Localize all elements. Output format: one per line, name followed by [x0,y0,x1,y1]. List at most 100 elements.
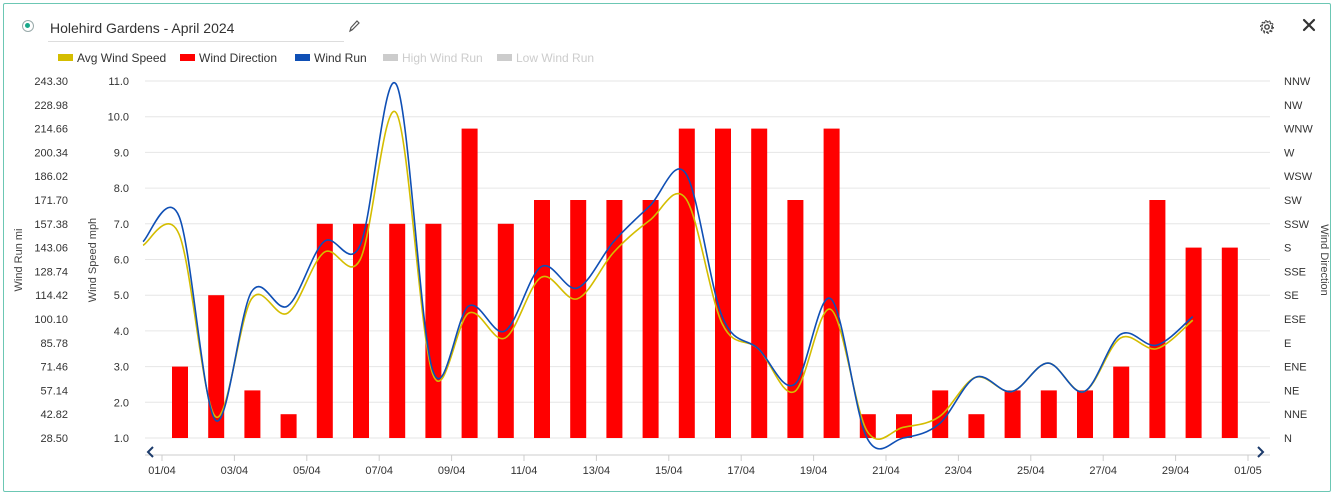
status-dot-icon[interactable] [22,20,34,32]
wind-run-tick-label: 214.66 [34,124,68,136]
wind-direction-bar [425,223,442,438]
chevron-left-icon[interactable] [146,446,154,458]
wind-direction-bar [208,295,225,438]
wind-direction-bar [172,366,188,438]
wind-direction-bar [353,223,369,438]
x-tick-label: 01/04 [148,465,176,477]
x-tick-label: 27/04 [1089,465,1117,477]
wind-direction-bar [1185,247,1202,438]
chevron-right-icon[interactable] [1257,446,1265,458]
wind-direction-bar [1077,390,1093,438]
wind-run-tick-label: 157.38 [34,219,68,231]
wind-direction-tick-label: SW [1284,195,1302,207]
wind-direction-bar [1004,390,1021,438]
pencil-icon[interactable] [347,18,361,34]
legend-label: High Wind Run [402,51,483,65]
x-tick-label: 17/04 [727,465,755,477]
close-icon[interactable] [1300,16,1318,34]
wind-direction-tick-label: SE [1284,290,1299,302]
wind-direction-tick-label: S [1284,243,1291,255]
wind-run-tick-label: 28.50 [40,433,68,445]
wind-direction-bar [1040,390,1057,438]
wind-speed-axis-title: Wind Speed mph [87,218,99,302]
wind-direction-bar [968,414,985,438]
wind-run-tick-label: 114.42 [35,290,68,302]
x-tick-label: 19/04 [800,465,828,477]
title-underline [48,41,344,42]
legend-swatch [295,54,310,62]
wind-direction-tick-label: E [1284,338,1291,350]
wind-run-tick-label: 128.74 [34,266,68,278]
legend-swatch [58,54,73,62]
wind-direction-tick-label: SSE [1284,266,1306,278]
gear-icon[interactable] [1258,18,1276,36]
legend-label: Wind Direction [199,51,278,65]
wind-direction-bar [316,223,333,438]
wind-run-tick-label: 143.06 [34,243,68,255]
legend-label: Wind Run [314,51,367,65]
wind-speed-tick-label: 10.0 [108,112,129,124]
legend-item-avg-wind-speed[interactable]: Avg Wind Speed [58,51,166,65]
wind-speed-tick-label: 5.0 [114,290,129,302]
wind-direction-bar [280,414,297,438]
legend-item-wind-run[interactable]: Wind Run [295,51,367,65]
wind-speed-tick-label: 3.0 [114,362,129,374]
wind-direction-bar [606,200,623,438]
wind-speed-tick-label: 9.0 [114,147,129,159]
x-tick-label: 29/04 [1162,465,1190,477]
wind-run-tick-label: 243.30 [34,76,68,88]
wind-speed-tick-label: 4.0 [114,326,129,338]
x-tick-label: 13/04 [583,465,611,477]
wind-direction-tick-label: ESE [1284,314,1306,326]
wind-run-tick-label: 57.14 [40,385,68,397]
wind-run-axis-title: Wind Run mi [13,229,25,292]
legend-label: Avg Wind Speed [77,51,167,65]
wind-direction-axis-title: Wind Direction [1318,224,1330,296]
wind-direction-bar [244,390,261,438]
wind-direction-tick-label: NNE [1284,409,1307,421]
wind-direction-bars [172,128,1238,438]
wind-run-tick-label: 85.78 [40,338,68,350]
x-tick-label: 23/04 [945,465,973,477]
wind-direction-bar [1113,366,1130,438]
x-tick-label: 21/04 [872,465,900,477]
wind-direction-bar [823,128,840,438]
x-tick-label: 01/05 [1234,465,1262,477]
wind-speed-tick-label: 6.0 [114,255,129,267]
wind-run-tick-label: 228.98 [34,100,68,112]
wind-direction-bar [389,223,406,438]
panel-title[interactable]: Holehird Gardens - April 2024 [50,20,235,36]
legend-item-high-wind-run[interactable]: High Wind Run [383,51,483,65]
wind-direction-tick-label: WSW [1284,171,1313,183]
legend-swatch [383,54,398,62]
wind-speed-tick-label: 8.0 [114,183,129,195]
wind-direction-bar [932,390,949,438]
wind-speed-tick-label: 11.0 [108,76,129,88]
wind-run-tick-label: 186.02 [34,171,68,183]
x-tick-label: 03/04 [221,465,249,477]
x-tick-label: 15/04 [655,465,683,477]
x-tick-label: 25/04 [1017,465,1045,477]
x-tick-label: 09/04 [438,465,466,477]
wind-direction-tick-label: ENE [1284,362,1307,374]
wind-direction-bar [1221,247,1238,438]
wind-run-tick-label: 42.82 [40,409,68,421]
avg-wind-speed-line [142,110,1194,440]
wind-direction-bar [787,200,804,438]
wind-direction-bar [751,128,768,438]
wind-direction-bar [715,128,731,438]
wind-direction-bar [642,200,659,438]
wind-speed-tick-label: 7.0 [114,219,129,231]
legend-label: Low Wind Run [516,51,595,65]
legend-item-low-wind-run[interactable]: Low Wind Run [497,51,594,65]
wind-direction-tick-label: NNW [1284,76,1311,88]
wind-direction-bar [570,200,587,438]
panel-header: Holehird Gardens - April 2024 [4,4,1330,48]
wind-direction-bar [534,200,550,438]
wind-run-tick-label: 100.10 [34,314,68,326]
legend-item-wind-direction[interactable]: Wind Direction [180,51,277,65]
wind-direction-bar [1149,200,1166,438]
wind-direction-bar [678,128,695,438]
x-tick-label: 05/04 [293,465,321,477]
